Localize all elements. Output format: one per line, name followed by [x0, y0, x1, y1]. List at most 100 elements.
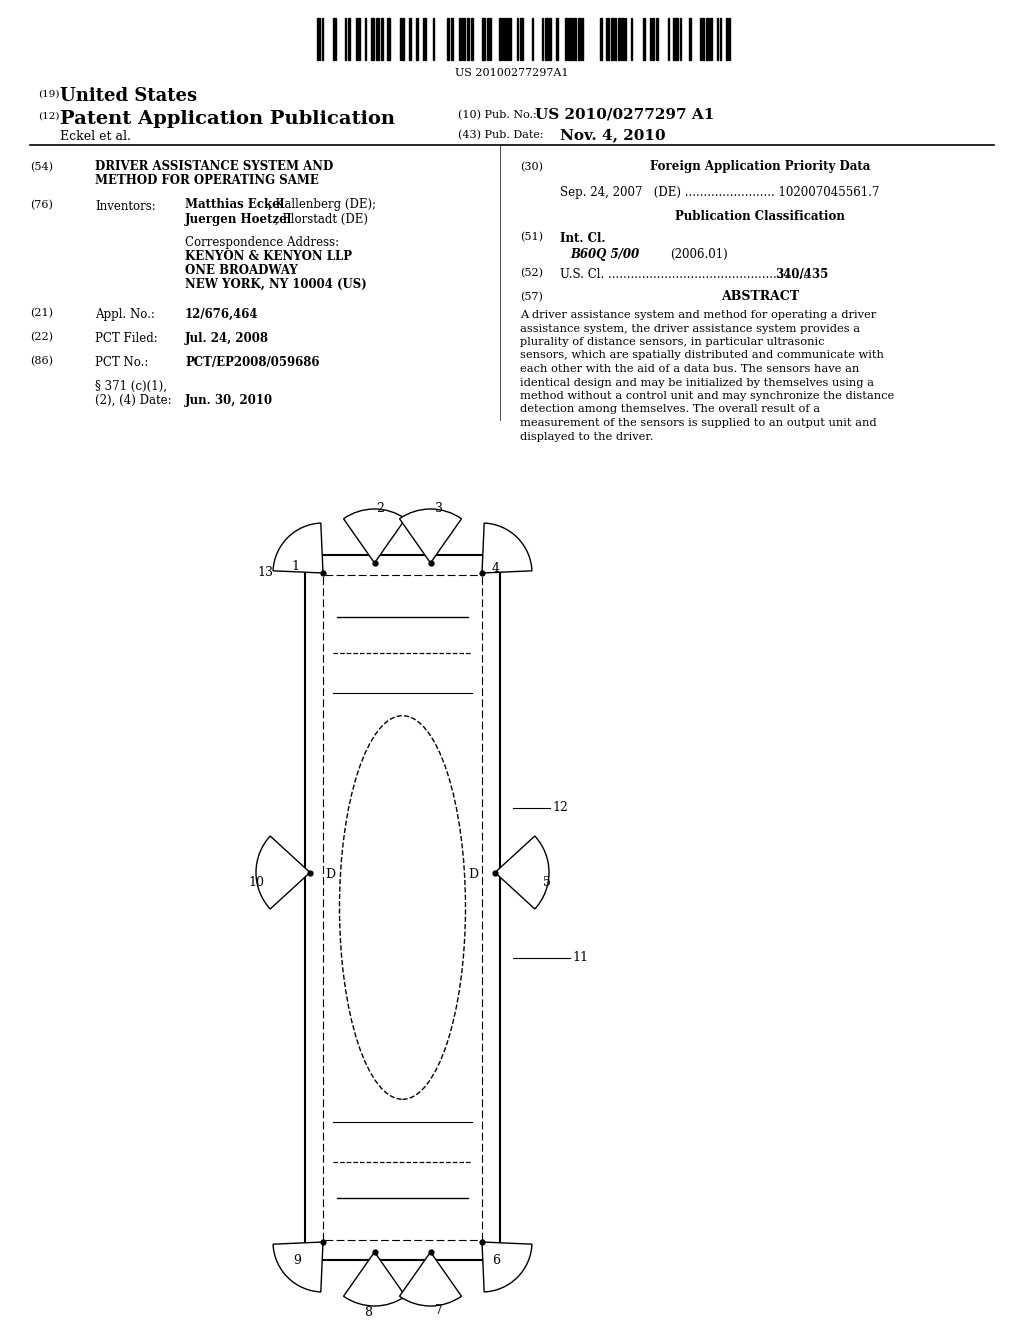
- Text: METHOD FOR OPERATING SAME: METHOD FOR OPERATING SAME: [95, 174, 318, 187]
- Bar: [459, 18, 461, 59]
- Text: (12): (12): [38, 112, 59, 121]
- Text: ABSTRACT: ABSTRACT: [721, 290, 799, 304]
- Text: 12/676,464: 12/676,464: [185, 308, 258, 321]
- Bar: [487, 18, 489, 59]
- Bar: [656, 18, 658, 59]
- Bar: [652, 18, 654, 59]
- Bar: [371, 18, 374, 59]
- Text: Juergen Hoetzel: Juergen Hoetzel: [185, 213, 292, 226]
- Bar: [467, 18, 469, 59]
- Bar: [549, 18, 551, 59]
- Bar: [520, 18, 523, 59]
- Text: 7: 7: [434, 1304, 442, 1316]
- Bar: [317, 18, 319, 59]
- Bar: [348, 18, 350, 59]
- Bar: [499, 18, 502, 59]
- Text: (2), (4) Date:: (2), (4) Date:: [95, 393, 172, 407]
- Text: (52): (52): [520, 268, 543, 279]
- Text: 11: 11: [572, 950, 588, 964]
- Bar: [556, 18, 558, 59]
- Bar: [702, 18, 705, 59]
- Bar: [565, 18, 568, 59]
- Bar: [333, 18, 336, 59]
- Text: 13: 13: [257, 566, 273, 579]
- Text: 6: 6: [492, 1254, 500, 1266]
- Text: D: D: [468, 869, 478, 880]
- Text: Publication Classification: Publication Classification: [675, 210, 845, 223]
- Text: displayed to the driver.: displayed to the driver.: [520, 432, 653, 441]
- Wedge shape: [482, 1242, 531, 1292]
- Text: detection among themselves. The overall result of a: detection among themselves. The overall …: [520, 404, 820, 414]
- Bar: [643, 18, 645, 59]
- Text: Appl. No.:: Appl. No.:: [95, 308, 155, 321]
- Text: U.S. Cl. .....................................................: U.S. Cl. ...............................…: [560, 268, 807, 281]
- Bar: [606, 18, 609, 59]
- Text: PCT/EP2008/059686: PCT/EP2008/059686: [185, 356, 319, 370]
- Bar: [447, 18, 449, 59]
- Text: US 2010/0277297 A1: US 2010/0277297 A1: [535, 108, 715, 121]
- Bar: [706, 18, 709, 59]
- Text: Nov. 4, 2010: Nov. 4, 2010: [560, 128, 666, 143]
- Text: NEW YORK, NY 10004 (US): NEW YORK, NY 10004 (US): [185, 279, 367, 290]
- Bar: [482, 18, 485, 59]
- Text: (22): (22): [30, 333, 53, 342]
- Text: Foreign Application Priority Data: Foreign Application Priority Data: [650, 160, 870, 173]
- Text: (30): (30): [520, 162, 543, 173]
- Wedge shape: [343, 1251, 406, 1305]
- Wedge shape: [495, 836, 549, 909]
- Text: (86): (86): [30, 356, 53, 367]
- Text: Patent Application Publication: Patent Application Publication: [60, 110, 395, 128]
- Wedge shape: [399, 1251, 462, 1305]
- Bar: [451, 18, 453, 59]
- Wedge shape: [343, 510, 406, 564]
- Text: D: D: [325, 869, 335, 880]
- Wedge shape: [399, 510, 462, 564]
- Text: PCT Filed:: PCT Filed:: [95, 333, 158, 345]
- Bar: [569, 18, 572, 59]
- Wedge shape: [482, 523, 531, 573]
- Text: (2006.01): (2006.01): [670, 248, 728, 261]
- Text: (54): (54): [30, 162, 53, 173]
- Text: plurality of distance sensors, in particular ultrasonic: plurality of distance sensors, in partic…: [520, 337, 824, 347]
- FancyBboxPatch shape: [305, 554, 500, 1261]
- Text: 5: 5: [543, 876, 551, 888]
- Bar: [387, 18, 390, 59]
- Text: Matthias Eckel: Matthias Eckel: [185, 198, 284, 211]
- Text: § 371 (c)(1),: § 371 (c)(1),: [95, 380, 167, 393]
- Text: (43) Pub. Date:: (43) Pub. Date:: [458, 129, 544, 140]
- Text: assistance system, the driver assistance system provides a: assistance system, the driver assistance…: [520, 323, 860, 334]
- Text: 340/435: 340/435: [775, 268, 828, 281]
- Bar: [618, 18, 620, 59]
- Bar: [611, 18, 614, 59]
- Bar: [376, 18, 379, 59]
- Text: 4: 4: [492, 561, 500, 574]
- Bar: [545, 18, 548, 59]
- Text: Eckel et al.: Eckel et al.: [60, 129, 131, 143]
- Text: measurement of the sensors is supplied to an output unit and: measurement of the sensors is supplied t…: [520, 418, 877, 428]
- Text: 12: 12: [552, 801, 568, 814]
- Text: identical design and may be initialized by themselves using a: identical design and may be initialized …: [520, 378, 874, 388]
- Text: (76): (76): [30, 201, 53, 210]
- Bar: [358, 18, 360, 59]
- Text: PCT No.:: PCT No.:: [95, 356, 148, 370]
- Bar: [381, 18, 383, 59]
- Text: Sep. 24, 2007   (DE) ........................ 102007045561.7: Sep. 24, 2007 (DE) .....................…: [560, 186, 880, 199]
- Ellipse shape: [340, 715, 466, 1100]
- Text: sensors, which are spatially distributed and communicate with: sensors, which are spatially distributed…: [520, 351, 884, 360]
- Bar: [726, 18, 728, 59]
- Wedge shape: [273, 523, 323, 573]
- Text: 1: 1: [291, 561, 299, 573]
- Text: 8: 8: [365, 1305, 373, 1319]
- Wedge shape: [256, 836, 310, 909]
- Bar: [462, 18, 465, 59]
- Text: A driver assistance system and method for operating a driver: A driver assistance system and method fo…: [520, 310, 877, 319]
- Text: Int. Cl.: Int. Cl.: [560, 232, 605, 246]
- Text: (21): (21): [30, 308, 53, 318]
- Text: United States: United States: [60, 87, 198, 106]
- Text: Jun. 30, 2010: Jun. 30, 2010: [185, 393, 273, 407]
- Wedge shape: [273, 1242, 323, 1292]
- Text: (19): (19): [38, 90, 59, 99]
- Bar: [503, 18, 505, 59]
- Text: KENYON & KENYON LLP: KENYON & KENYON LLP: [185, 249, 352, 263]
- Text: (57): (57): [520, 292, 543, 302]
